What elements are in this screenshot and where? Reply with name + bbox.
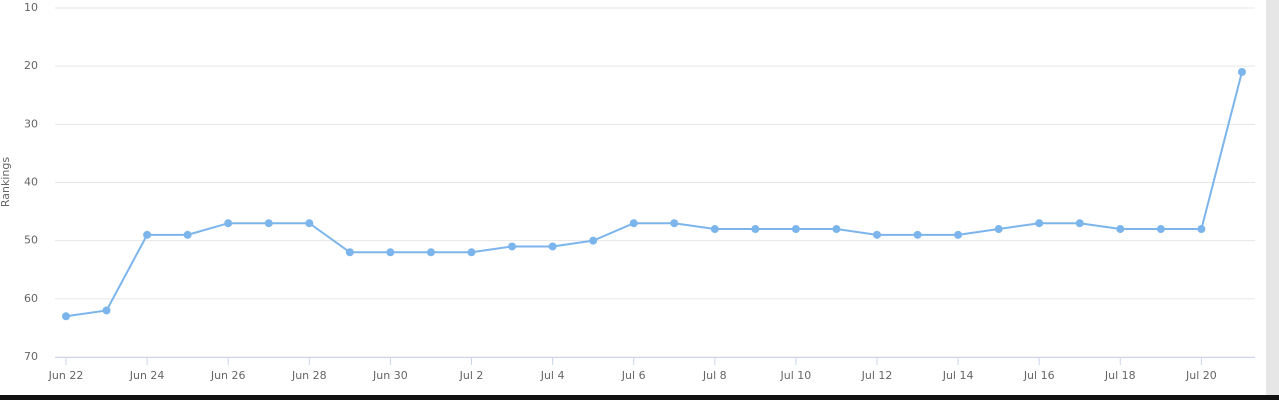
x-tick-label: Jul 6 bbox=[621, 369, 646, 382]
x-tick-label: Jun 28 bbox=[291, 369, 327, 382]
point bbox=[508, 242, 517, 251]
y-tick-label: 30 bbox=[24, 117, 38, 130]
point bbox=[670, 219, 679, 228]
y-tick-label: 20 bbox=[24, 59, 38, 72]
point bbox=[954, 230, 963, 239]
x-tick-label: Jul 14 bbox=[942, 369, 974, 382]
point bbox=[1075, 219, 1084, 228]
point bbox=[913, 230, 922, 239]
point bbox=[224, 219, 233, 228]
x-tick-label: Jul 2 bbox=[459, 369, 484, 382]
point bbox=[467, 248, 476, 257]
x-tick-label: Jun 22 bbox=[48, 369, 84, 382]
point bbox=[548, 242, 557, 251]
point bbox=[102, 306, 111, 315]
point bbox=[994, 225, 1003, 234]
point bbox=[183, 230, 192, 239]
x-tick-label: Jun 26 bbox=[210, 369, 246, 382]
point bbox=[62, 312, 70, 321]
point bbox=[386, 248, 395, 257]
point bbox=[426, 248, 435, 257]
point bbox=[791, 225, 800, 234]
point bbox=[305, 219, 314, 228]
point bbox=[345, 248, 354, 257]
y-axis-label: Rankings bbox=[0, 157, 12, 207]
y-tick-label: 40 bbox=[24, 176, 38, 189]
point bbox=[1156, 225, 1165, 234]
x-tick-label: Jul 16 bbox=[1023, 369, 1055, 382]
point bbox=[873, 230, 881, 239]
x-tick-label: Jul 10 bbox=[780, 369, 812, 382]
y-tick-label: 70 bbox=[24, 350, 38, 363]
point bbox=[264, 219, 273, 228]
point bbox=[832, 225, 841, 234]
point bbox=[629, 219, 638, 228]
y-tick-label: 50 bbox=[24, 234, 38, 247]
x-tick-label: Jul 18 bbox=[1104, 369, 1136, 382]
point bbox=[710, 225, 719, 234]
line bbox=[65, 71, 1243, 318]
point bbox=[1197, 225, 1206, 234]
x-tick-label: Jul 4 bbox=[540, 369, 565, 382]
x-tick-label: Jul 8 bbox=[702, 369, 727, 382]
x-tick-label: Jun 24 bbox=[129, 369, 165, 382]
y-tick-label: 10 bbox=[24, 1, 38, 14]
bottom-bar bbox=[0, 395, 1279, 400]
scrollbar bbox=[1266, 0, 1279, 395]
point bbox=[1237, 67, 1246, 76]
x-tick-label: Jul 12 bbox=[861, 369, 893, 382]
y-tick-label: 60 bbox=[24, 292, 38, 305]
point bbox=[143, 230, 152, 239]
point bbox=[589, 236, 598, 245]
point bbox=[1116, 225, 1125, 234]
x-tick-label: Jun 30 bbox=[372, 369, 408, 382]
point bbox=[1035, 219, 1044, 228]
point bbox=[751, 225, 760, 234]
x-tick-label: Jul 20 bbox=[1185, 369, 1217, 382]
